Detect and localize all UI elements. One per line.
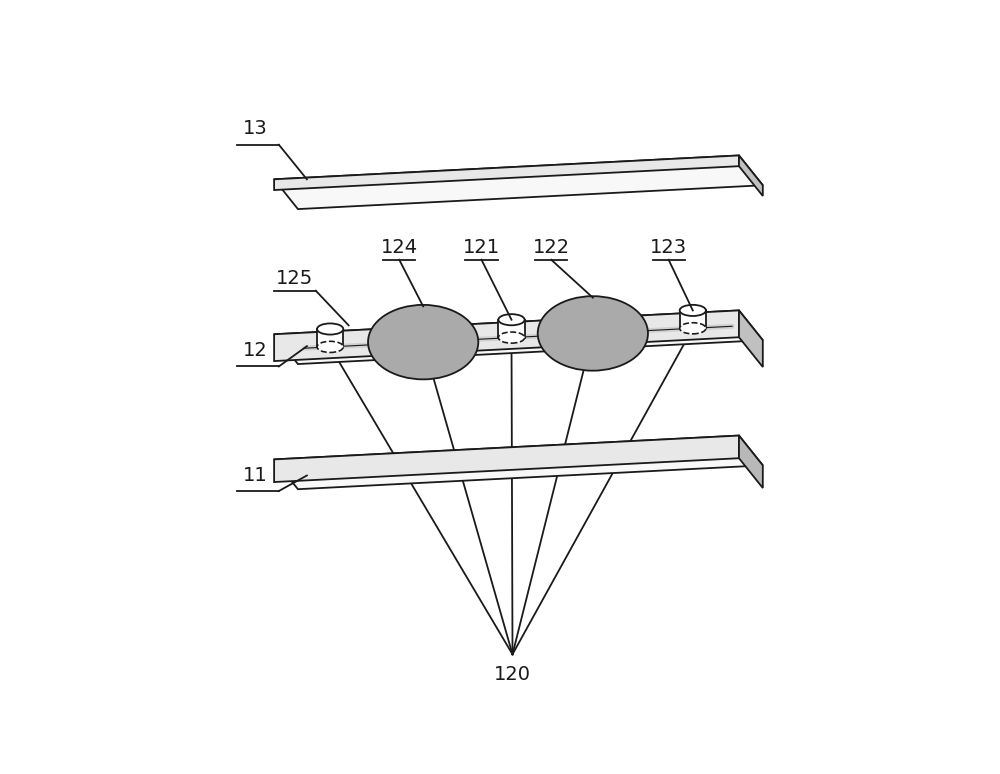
Text: 12: 12 (243, 341, 267, 360)
Text: 13: 13 (243, 119, 267, 139)
Polygon shape (739, 436, 763, 488)
Ellipse shape (498, 314, 525, 325)
Ellipse shape (680, 305, 706, 316)
Polygon shape (274, 156, 739, 190)
Polygon shape (680, 310, 706, 328)
Polygon shape (274, 310, 739, 361)
Ellipse shape (538, 296, 648, 371)
Ellipse shape (317, 341, 343, 352)
Polygon shape (317, 329, 343, 347)
Text: 124: 124 (381, 238, 418, 257)
Polygon shape (274, 156, 763, 209)
Ellipse shape (368, 305, 478, 379)
Text: 122: 122 (533, 238, 570, 257)
Polygon shape (739, 156, 763, 196)
Polygon shape (739, 310, 763, 367)
Polygon shape (274, 310, 763, 364)
Ellipse shape (680, 323, 706, 334)
Text: 120: 120 (494, 665, 531, 684)
Text: 11: 11 (243, 466, 267, 485)
Polygon shape (274, 436, 763, 489)
Polygon shape (274, 436, 739, 482)
Text: 123: 123 (650, 238, 687, 257)
Text: 125: 125 (276, 269, 314, 289)
Ellipse shape (317, 324, 343, 334)
Text: 121: 121 (463, 238, 500, 257)
Polygon shape (498, 320, 525, 337)
Ellipse shape (498, 332, 525, 343)
